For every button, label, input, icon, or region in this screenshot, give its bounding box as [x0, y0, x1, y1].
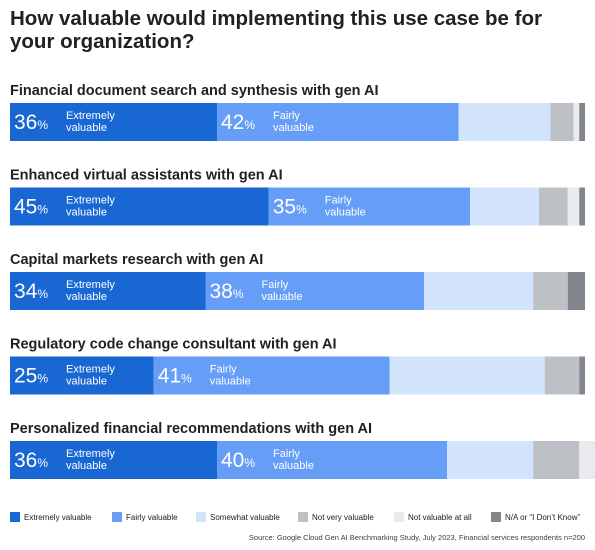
segment-label: valuable [66, 207, 107, 219]
legend-item: Fairly valuable [112, 512, 178, 522]
segment-label: valuable [273, 122, 314, 134]
percent-symbol: % [244, 456, 255, 470]
legend-swatch [491, 512, 501, 522]
bar-segment [10, 356, 154, 395]
segment-label: valuable [325, 207, 366, 219]
segment-label: valuable [66, 122, 107, 134]
bar-segment [539, 187, 568, 226]
segment-label: valuable [273, 460, 314, 472]
bar-segment [567, 272, 585, 310]
bar-segment [550, 103, 574, 141]
bar-segment [579, 187, 585, 226]
percent-symbol: % [37, 456, 48, 470]
percent-symbol: % [37, 372, 48, 386]
legend-label: Not very valuable [312, 512, 374, 522]
segment-label: valuable [210, 376, 251, 388]
legend-item: Extremely valuable [10, 512, 92, 522]
legend-item: N/A or “I Don’t Know” [491, 512, 580, 522]
bar-segment [10, 187, 269, 226]
legend-item: Not valuable at all [394, 512, 472, 522]
segment-label: Extremely [66, 279, 115, 291]
bar-segment [567, 187, 580, 226]
category-label: Financial document search and synthesis … [10, 83, 379, 99]
segment-label: valuable [262, 291, 303, 303]
bar-segment [424, 272, 534, 310]
segment-label: valuable [66, 460, 107, 472]
bar-segment [447, 441, 534, 479]
bar-segment [268, 187, 470, 226]
category-label: Enhanced virtual assistants with gen AI [10, 168, 283, 184]
legend-item: Not very valuable [298, 512, 374, 522]
legend-item: Somewhat valuable [196, 512, 280, 522]
segment-label: valuable [66, 376, 107, 388]
bar-segment [579, 356, 585, 395]
legend-swatch [112, 512, 122, 522]
percent-symbol: % [37, 203, 48, 217]
legend-swatch [10, 512, 20, 522]
segment-label: Fairly [273, 110, 300, 122]
bar-segment [544, 356, 580, 395]
legend-label: Not valuable at all [408, 512, 472, 522]
bar-segment [458, 103, 551, 141]
category-label: Capital markets research with gen AI [10, 252, 263, 268]
bar-segment [579, 103, 585, 141]
chart-legend: Extremely valuable Fairly valuable Somewha… [10, 512, 590, 526]
percent-symbol: % [233, 287, 244, 301]
bar-segment [10, 441, 217, 479]
bar-segment [217, 441, 447, 479]
percent-symbol: % [37, 118, 48, 132]
bar-segment [205, 272, 424, 310]
segment-label: Extremely [66, 195, 115, 207]
percent-symbol: % [181, 372, 192, 386]
stacked-bar-chart: Financial document search and synthesis … [10, 83, 595, 479]
legend-label: Somewhat valuable [210, 512, 280, 522]
source-note: Source: Google Cloud Gen AI Benchmarking… [248, 533, 585, 542]
segment-label: Extremely [66, 110, 115, 122]
bar-segment [579, 441, 595, 479]
segment-label: Extremely [66, 448, 115, 460]
bar-segment [389, 356, 545, 395]
bar-segment [153, 356, 390, 395]
category-label: Personalized financial recommendations w… [10, 421, 372, 437]
bar-segment [10, 103, 217, 141]
segment-label: Extremely [66, 364, 115, 376]
bar-segment [533, 272, 568, 310]
segment-label: Fairly [210, 364, 237, 376]
segment-label: Fairly [325, 195, 352, 207]
legend-label: Extremely valuable [24, 512, 92, 522]
percent-symbol: % [296, 203, 307, 217]
legend-label: Fairly valuable [126, 512, 178, 522]
legend-swatch [298, 512, 308, 522]
bar-segment [470, 187, 539, 226]
bar-segment [10, 272, 206, 310]
bar-segment [533, 441, 580, 479]
bar-segment [217, 103, 459, 141]
bar-segment [573, 103, 580, 141]
segment-label: valuable [66, 291, 107, 303]
segment-label: Fairly [262, 279, 289, 291]
percent-symbol: % [244, 118, 255, 132]
legend-swatch [394, 512, 404, 522]
segment-label: Fairly [273, 448, 300, 460]
legend-swatch [196, 512, 206, 522]
legend-label: N/A or “I Don’t Know” [505, 512, 581, 522]
chart-title: How valuable would implementing this use… [10, 7, 542, 53]
percent-symbol: % [37, 287, 48, 301]
category-label: Regulatory code change consultant with g… [10, 337, 337, 353]
